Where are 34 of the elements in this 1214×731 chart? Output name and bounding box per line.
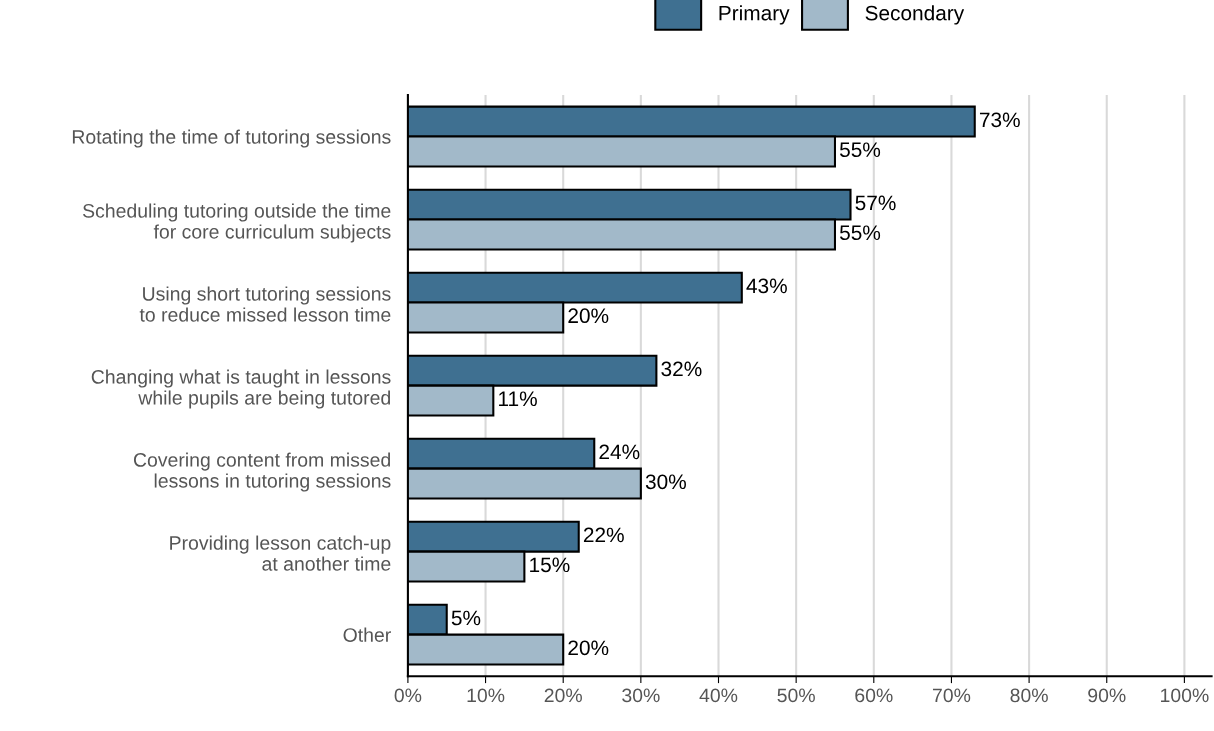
x-tick-label: 0% [394, 688, 422, 703]
data-label: 15% [530, 557, 570, 573]
x-tick-label: 80% [1010, 688, 1048, 703]
data-label: 55% [839, 142, 881, 158]
data-label: 57% [855, 195, 896, 211]
legend-label: Secondary [865, 5, 965, 25]
y-tick-label: Providing lesson catch-up at another time [170, 535, 391, 571]
x-tick-label: 10% [467, 688, 505, 703]
x-tick-label: 20% [544, 688, 582, 703]
x-tick-label: 30% [622, 688, 660, 703]
data-label: 24% [599, 444, 640, 460]
y-tick-label: Scheduling tutoring outside the time for core curriculum subjects [83, 203, 391, 243]
data-label: 73% [979, 112, 1020, 128]
x-tick-label: 90% [1088, 688, 1126, 703]
y-tick-label: Using short tutoring sessions to reduce missed lesson time [139, 286, 391, 322]
y-tick-label: Rotating the time of tutoring sessions [72, 129, 391, 148]
data-label: 30% [645, 474, 686, 490]
data-label: 43% [746, 278, 787, 294]
legend-label: Primary [719, 5, 790, 25]
data-label: 55% [839, 225, 881, 241]
y-tick-label: Covering content from missed lessons in tutoring sessions [133, 452, 391, 492]
x-tick-label: 100% [1161, 688, 1209, 703]
x-tick-label: 40% [699, 688, 738, 703]
data-label: 20% [568, 308, 609, 324]
y-tick-label: Changing what is taught in lessons while pupils are being tutored [91, 369, 391, 409]
x-tick-label: 70% [932, 688, 971, 703]
y-tick-label: Other [343, 627, 391, 642]
data-label: 11% [499, 391, 537, 407]
x-tick-label: 60% [855, 688, 893, 703]
x-tick-label: 50% [777, 688, 815, 703]
data-label: 22% [583, 527, 624, 543]
data-label: 5% [451, 610, 481, 626]
data-label: 20% [568, 640, 609, 656]
data-label: 32% [661, 361, 702, 377]
